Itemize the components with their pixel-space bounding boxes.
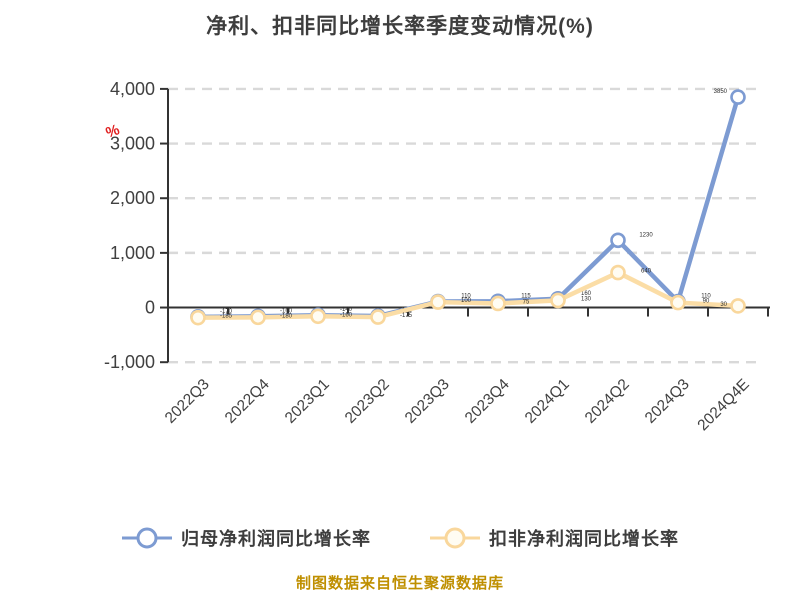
data-point[interactable]: [610, 232, 626, 249]
y-tick-label: 1,000: [110, 243, 155, 263]
legend-label-non-recurring: 扣非净利润同比增长率: [489, 529, 679, 549]
data-point-label: 130: [581, 296, 592, 302]
data-point[interactable]: [250, 309, 266, 326]
chart-title: 净利、扣非同比增长率季度变动情况(%): [206, 15, 594, 38]
data-point-label: -185: [220, 314, 233, 320]
x-tick-label: 2023Q2: [342, 376, 393, 427]
x-tick-label: 2024Q4E: [694, 376, 752, 434]
data-point-label: 75: [523, 299, 530, 305]
legend-item-net-profit[interactable]: 归母净利润同比增长率: [121, 525, 371, 551]
data-point-label: -170: [220, 309, 233, 315]
data-point[interactable]: [490, 295, 506, 312]
y-tick-label: 2,000: [110, 188, 155, 208]
y-axis-unit-label: %: [104, 121, 122, 142]
legend-marker-blue-icon: [122, 527, 172, 549]
data-point-label: 1230: [639, 232, 653, 238]
x-tick-label: 2023Q1: [282, 376, 333, 427]
data-point-label: -140: [340, 307, 353, 313]
data-point-label: 3850: [714, 89, 728, 95]
chart-plot-area: 4,000 3,000 2,000 1,000 0 -1,000% 2022Q3 2022Q4…: [104, 79, 770, 434]
chart-legend: 归母净利润同比增长率 扣非净利润同比增长率: [0, 517, 800, 559]
y-tick-label: 0: [145, 298, 155, 318]
series-line-0: [195, 94, 741, 320]
data-point-label: 115: [521, 293, 531, 299]
y-tick-label: -1,000: [104, 352, 155, 372]
data-point-label: 30: [720, 302, 727, 308]
x-tick-label: 2024Q3: [642, 376, 693, 427]
data-point-label: 100: [461, 298, 472, 304]
data-point-label: -180: [280, 313, 293, 319]
data-point[interactable]: [730, 89, 746, 105]
data-source-note: 制图数据来自恒生聚源数据库: [295, 575, 504, 592]
data-point-label: 160: [581, 291, 592, 297]
data-point-label: 640: [641, 269, 652, 275]
data-point-label: 90: [703, 299, 710, 305]
x-tick-label: 2023Q4: [462, 376, 513, 427]
legend-marker-yellow-icon: [430, 527, 480, 549]
series-line-1: [195, 270, 741, 320]
data-point[interactable]: [610, 264, 626, 281]
x-tick-label: 2022Q3: [162, 376, 213, 427]
legend-item-non-recurring[interactable]: 扣非净利润同比增长率: [429, 525, 679, 551]
data-point-label: 110: [461, 294, 471, 300]
data-point[interactable]: [730, 298, 746, 314]
y-tick-label: 4,000: [110, 79, 155, 99]
data-point-label: -175: [400, 313, 413, 319]
data-point[interactable]: [370, 309, 386, 325]
data-point-label: -160: [340, 312, 353, 318]
data-point[interactable]: [430, 294, 446, 310]
y-tick-label: 3,000: [110, 134, 155, 154]
x-tick-label: 2022Q4: [222, 376, 273, 427]
x-tick-label: 2023Q3: [402, 376, 453, 427]
x-tick-label: 2024Q2: [582, 376, 633, 427]
data-point-label: 110: [701, 294, 711, 300]
legend-label-net-profit: 归母净利润同比增长率: [181, 529, 371, 549]
data-point[interactable]: [190, 309, 206, 326]
data-point[interactable]: [310, 308, 326, 325]
x-tick-label: 2024Q1: [522, 376, 573, 427]
data-point-label: -160: [280, 308, 293, 314]
data-point[interactable]: [550, 292, 566, 309]
data-point[interactable]: [670, 294, 686, 311]
